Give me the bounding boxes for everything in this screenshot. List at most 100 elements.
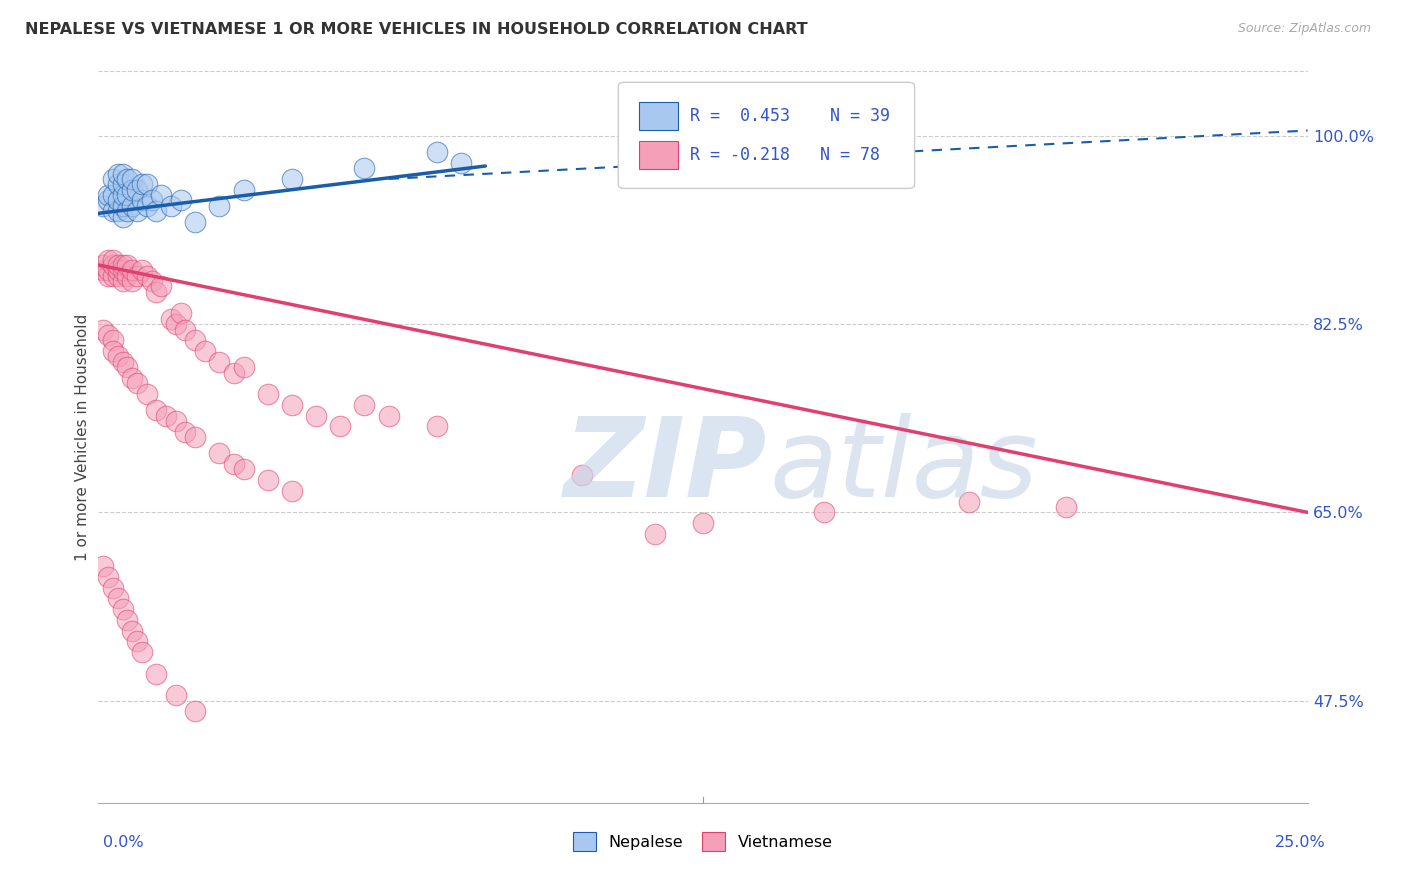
Point bbox=[101, 581, 124, 595]
Point bbox=[184, 333, 207, 347]
Point bbox=[692, 516, 714, 530]
Legend: Nepalese, Vietnamese: Nepalese, Vietnamese bbox=[567, 826, 839, 857]
Point bbox=[107, 258, 129, 272]
Point bbox=[571, 467, 593, 482]
Point bbox=[101, 172, 124, 186]
Point bbox=[232, 462, 254, 476]
Point bbox=[135, 199, 157, 213]
Point bbox=[121, 371, 143, 385]
Point bbox=[208, 199, 231, 213]
Point bbox=[91, 199, 114, 213]
Point bbox=[222, 366, 245, 380]
Point bbox=[127, 204, 149, 219]
Point bbox=[117, 268, 139, 283]
Point bbox=[184, 430, 207, 444]
Point bbox=[117, 204, 139, 219]
Point bbox=[111, 355, 134, 369]
Point bbox=[107, 194, 129, 208]
Point bbox=[121, 199, 143, 213]
Point bbox=[155, 409, 177, 423]
Text: NEPALESE VS VIETNAMESE 1 OR MORE VEHICLES IN HOUSEHOLD CORRELATION CHART: NEPALESE VS VIETNAMESE 1 OR MORE VEHICLE… bbox=[25, 22, 808, 37]
Point bbox=[107, 268, 129, 283]
Point bbox=[101, 333, 124, 347]
Point bbox=[957, 494, 980, 508]
Text: ZIP: ZIP bbox=[564, 413, 768, 520]
Bar bbox=[638, 141, 678, 169]
Point bbox=[169, 306, 191, 320]
Text: 25.0%: 25.0% bbox=[1275, 836, 1326, 850]
Point bbox=[232, 183, 254, 197]
Point bbox=[281, 398, 304, 412]
Point bbox=[127, 634, 149, 648]
Point bbox=[121, 172, 143, 186]
Point bbox=[169, 194, 191, 208]
Point bbox=[101, 252, 124, 267]
Point bbox=[111, 258, 134, 272]
Text: R =  0.453    N = 39: R = 0.453 N = 39 bbox=[690, 107, 890, 125]
Point bbox=[450, 156, 472, 170]
Text: atlas: atlas bbox=[769, 413, 1038, 520]
Point bbox=[145, 204, 167, 219]
Point bbox=[174, 322, 197, 336]
Point bbox=[97, 252, 120, 267]
Point bbox=[101, 344, 124, 359]
Point bbox=[1054, 500, 1077, 514]
Point bbox=[150, 188, 173, 202]
Point bbox=[232, 360, 254, 375]
Point bbox=[121, 183, 143, 197]
Point bbox=[305, 409, 328, 423]
Point bbox=[141, 194, 163, 208]
Point bbox=[111, 167, 134, 181]
Point bbox=[111, 602, 134, 616]
Point bbox=[281, 483, 304, 498]
Point bbox=[131, 194, 153, 208]
Point bbox=[107, 263, 129, 277]
Point bbox=[145, 666, 167, 681]
Point bbox=[111, 274, 134, 288]
Point bbox=[131, 263, 153, 277]
Point bbox=[91, 258, 114, 272]
Point bbox=[127, 268, 149, 283]
Bar bbox=[638, 102, 678, 130]
Point bbox=[194, 344, 217, 359]
Point bbox=[377, 409, 399, 423]
Point bbox=[91, 263, 114, 277]
Point bbox=[107, 178, 129, 192]
Point bbox=[135, 178, 157, 192]
Text: Source: ZipAtlas.com: Source: ZipAtlas.com bbox=[1237, 22, 1371, 36]
Point bbox=[256, 387, 278, 401]
Point bbox=[97, 263, 120, 277]
Point bbox=[127, 376, 149, 391]
Point bbox=[97, 188, 120, 202]
Point bbox=[101, 188, 124, 202]
Point bbox=[121, 263, 143, 277]
Point bbox=[117, 360, 139, 375]
FancyBboxPatch shape bbox=[619, 82, 915, 188]
Text: 0.0%: 0.0% bbox=[103, 836, 143, 850]
Point bbox=[117, 613, 139, 627]
Point bbox=[165, 688, 187, 702]
Point bbox=[101, 268, 124, 283]
Point bbox=[165, 317, 187, 331]
Point bbox=[107, 350, 129, 364]
Point bbox=[97, 268, 120, 283]
Point bbox=[131, 178, 153, 192]
Point bbox=[160, 311, 183, 326]
Point bbox=[117, 188, 139, 202]
Point bbox=[117, 258, 139, 272]
Point bbox=[97, 570, 120, 584]
Point bbox=[145, 285, 167, 299]
Point bbox=[107, 204, 129, 219]
Point bbox=[165, 414, 187, 428]
Point bbox=[426, 145, 449, 159]
Point bbox=[121, 624, 143, 638]
Point bbox=[91, 559, 114, 574]
Point bbox=[644, 527, 666, 541]
Point bbox=[111, 188, 134, 202]
Point bbox=[101, 204, 124, 219]
Point bbox=[111, 178, 134, 192]
Point bbox=[208, 355, 231, 369]
Point bbox=[111, 199, 134, 213]
Point bbox=[141, 274, 163, 288]
Point bbox=[813, 505, 835, 519]
